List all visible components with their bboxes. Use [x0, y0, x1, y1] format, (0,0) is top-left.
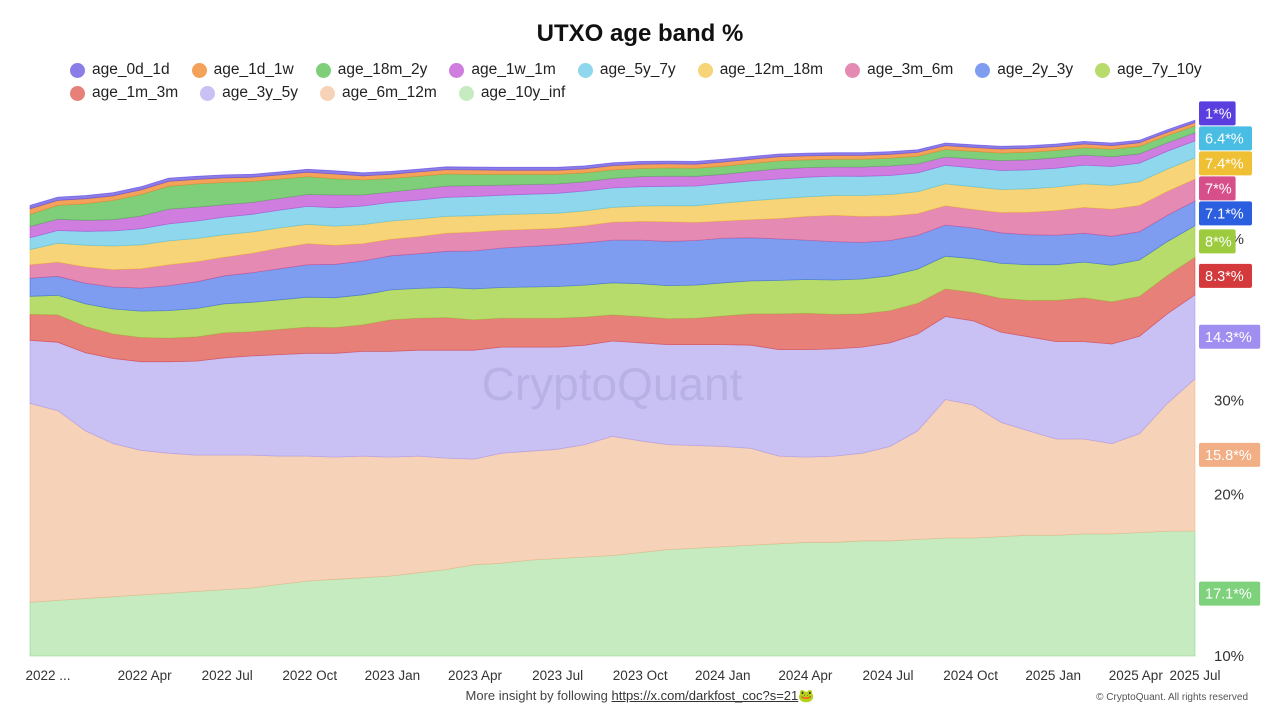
- series-end-labels: 17.1*% 15.8*% 14.3*% 8.3*% 8*% 7.1*% 7*% 7.4*% 6…: [1199, 101, 1261, 606]
- x-tick-label: 2025 Apr: [1109, 668, 1164, 683]
- legend-item-age_2y_3y[interactable]: age_2y_3y: [975, 60, 1073, 80]
- y-tick-label: 20%: [1214, 487, 1244, 504]
- legend-item-age_7y_10y[interactable]: age_7y_10y: [1095, 60, 1202, 80]
- legend-item-age_6m_12m[interactable]: age_6m_12m: [320, 83, 437, 103]
- footer-link[interactable]: https://x.com/darkfost_coc?s=21: [611, 688, 799, 703]
- end-label-text-age_5y_7y: 6.4*%: [1205, 131, 1244, 147]
- legend-dot-icon: [975, 62, 991, 78]
- footer-note: More insight by following https://x.com/…: [0, 688, 1280, 704]
- legend-dot-icon: [458, 85, 474, 101]
- x-tick-label: 2023 Jan: [365, 668, 421, 683]
- legend-dot-icon: [577, 62, 593, 78]
- end-label-text-age_12m_18m: 7.4*%: [1205, 156, 1244, 172]
- legend-item-age_1d_1w[interactable]: age_1d_1w: [191, 60, 294, 80]
- legend-label: age_3m_6m: [867, 61, 954, 78]
- legend-label: age_6m_12m: [342, 84, 437, 101]
- chart-title: UTXO age band %: [536, 20, 744, 47]
- x-tick-label: 2024 Apr: [778, 668, 833, 683]
- end-label-text-age_3m_6m: 7*%: [1205, 181, 1232, 197]
- legend-dot-icon: [70, 85, 85, 101]
- copyright-text: © CryptoQuant. All rights reserved: [1096, 692, 1248, 703]
- legend-label: age_3y_5y: [222, 84, 299, 101]
- legend-label: age_1d_1w: [213, 61, 294, 78]
- x-tick-label: 2022 Jul: [202, 668, 253, 683]
- x-tick-label: 2024 Jul: [862, 668, 913, 683]
- legend-label: age_0d_1d: [92, 61, 170, 78]
- legend-item-age_12m_18m[interactable]: age_12m_18m: [697, 60, 824, 80]
- legend-label: age_10y_inf: [480, 84, 566, 101]
- end-label-badge-age_10y_inf: [1199, 581, 1261, 606]
- x-tick-label: 2023 Jul: [532, 668, 583, 683]
- legend-dot-icon: [845, 62, 861, 78]
- end-label-badge-age_3m_6m: [1199, 176, 1236, 201]
- end-label-badge-age_6m_12m: [1199, 442, 1261, 467]
- legend-dot-icon: [697, 62, 713, 78]
- legend-dot-icon: [200, 85, 216, 101]
- legend-label: age_18m_2y: [337, 61, 428, 78]
- x-tick-label: 2022 Apr: [118, 668, 173, 683]
- legend-dot-icon: [191, 62, 207, 78]
- legend-item-age_0d_1d[interactable]: age_0d_1d: [70, 60, 170, 80]
- legend-item-age_1w_1m[interactable]: age_1w_1m: [449, 60, 556, 80]
- legend-item-age_10y_inf[interactable]: age_10y_inf: [458, 83, 566, 103]
- legend-label: age_2y_3y: [997, 61, 1074, 78]
- x-tick-label: 2024 Oct: [943, 668, 998, 683]
- legend-item-age_3m_6m[interactable]: age_3m_6m: [845, 60, 953, 80]
- end-label-badge-age_12m_18m: [1199, 151, 1252, 176]
- x-tick-label: 2022 ...: [25, 668, 70, 683]
- end-label-text-age_7y_10y: 8*%: [1205, 234, 1232, 250]
- end-label-badge-age_7y_10y: [1199, 229, 1236, 254]
- watermark: CryptoQuant: [482, 358, 743, 410]
- y-tick-label: 30%: [1214, 392, 1244, 409]
- x-tick-label: 2024 Jan: [695, 668, 751, 683]
- end-label-badge-age_0d_1d: [1199, 101, 1236, 126]
- legend-item-age_5y_7y[interactable]: age_5y_7y: [577, 60, 676, 80]
- y-tick-label: 10%: [1214, 648, 1244, 665]
- legend-item-age_3y_5y[interactable]: age_3y_5y: [200, 83, 298, 103]
- legend-item-age_18m_2y[interactable]: age_18m_2y: [315, 60, 428, 80]
- end-label-text-age_6m_12m: 15.8*%: [1205, 448, 1252, 464]
- x-tick-label: 2023 Oct: [613, 668, 668, 683]
- x-tick-label: 2025 Jan: [1025, 668, 1081, 683]
- legend-dot-icon: [449, 62, 465, 78]
- legend-label: age_1m_3m: [92, 84, 179, 101]
- footer-note-text: More insight by following: [465, 688, 612, 703]
- legend-label: age_1w_1m: [471, 61, 556, 78]
- end-label-badge-age_5y_7y: [1199, 126, 1252, 151]
- legend-item-age_1m_3m[interactable]: age_1m_3m: [70, 83, 178, 103]
- legend-label: age_12m_18m: [719, 61, 824, 78]
- area-layers: [29, 119, 1196, 657]
- x-axis: 2022 ... 2022 Apr 2022 Jul 2022 Oct 2023 Jan…: [25, 668, 1220, 683]
- area-age_0d_1d[interactable]: [29, 119, 1196, 210]
- end-label-text-age_0d_1d: 1*%: [1205, 106, 1232, 122]
- end-label-text-age_1m_3m: 8.3*%: [1205, 269, 1244, 285]
- end-label-text-age_3y_5y: 14.3*%: [1205, 330, 1252, 346]
- end-label-badge-age_2y_3y: [1199, 201, 1252, 226]
- legend-dot-icon: [70, 62, 85, 78]
- legend-dot-icon: [315, 62, 331, 78]
- legend-dot-icon: [1095, 62, 1111, 78]
- x-tick-label: 2025 Jul: [1169, 668, 1220, 683]
- end-label-text-age_2y_3y: 7.1*%: [1205, 206, 1244, 222]
- legend-dot-icon: [320, 85, 336, 101]
- legend-label: age_5y_7y: [599, 61, 676, 78]
- chart-legend: age_0d_1d age_1d_1w age_18m_2y age_1w_1m age…: [70, 60, 1240, 103]
- x-tick-label: 2022 Oct: [282, 668, 337, 683]
- end-label-text-age_10y_inf: 17.1*%: [1205, 587, 1252, 603]
- x-tick-label: 2023 Apr: [448, 668, 503, 683]
- frog-icon: 🐸: [798, 688, 815, 703]
- legend-label: age_7y_10y: [1117, 61, 1202, 78]
- end-label-badge-age_1m_3m: [1199, 263, 1252, 288]
- end-label-badge-age_3y_5y: [1199, 324, 1261, 349]
